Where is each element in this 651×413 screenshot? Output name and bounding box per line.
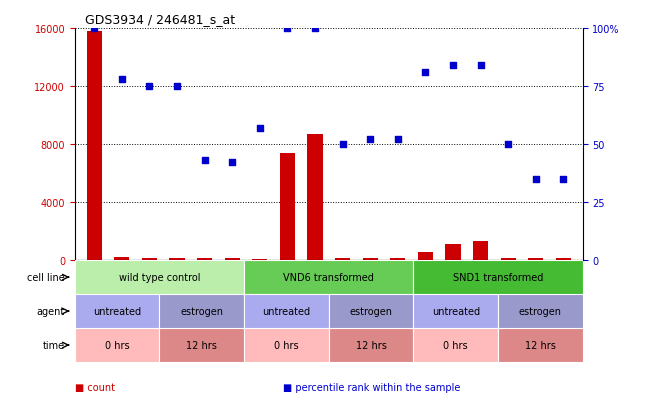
Text: 0 hrs: 0 hrs	[274, 340, 299, 350]
Bar	[528, 259, 544, 260]
Bar	[280, 153, 295, 260]
Text: SND1 transformed: SND1 transformed	[453, 273, 543, 282]
Point	[558, 176, 568, 183]
Point	[475, 63, 486, 69]
Bar	[159, 329, 244, 362]
Text: untreated: untreated	[262, 306, 311, 316]
Bar	[445, 244, 460, 260]
Bar	[307, 134, 322, 260]
Text: 12 hrs: 12 hrs	[525, 340, 556, 350]
Bar	[87, 32, 102, 260]
Bar	[335, 258, 350, 260]
Text: GDS3934 / 246481_s_at: GDS3934 / 246481_s_at	[85, 13, 235, 26]
Bar	[244, 329, 329, 362]
Bar	[473, 241, 488, 260]
Point	[117, 76, 127, 83]
Bar	[159, 295, 244, 328]
Text: ■ percentile rank within the sample: ■ percentile rank within the sample	[283, 382, 460, 392]
Text: cell line: cell line	[27, 273, 64, 282]
Bar	[413, 329, 498, 362]
Bar	[75, 261, 244, 294]
Bar	[498, 329, 583, 362]
Point	[89, 26, 100, 32]
Point	[255, 125, 265, 132]
Text: VND6 transformed: VND6 transformed	[283, 273, 374, 282]
Text: estrogen: estrogen	[350, 306, 393, 316]
Bar	[225, 259, 240, 260]
Bar	[501, 258, 516, 260]
Bar	[169, 258, 185, 260]
Text: time: time	[42, 340, 64, 350]
Text: agent: agent	[36, 306, 64, 316]
Point	[310, 26, 320, 32]
Bar	[413, 295, 498, 328]
Bar	[252, 259, 268, 260]
Text: 12 hrs: 12 hrs	[186, 340, 217, 350]
Bar	[329, 329, 413, 362]
Text: 0 hrs: 0 hrs	[443, 340, 468, 350]
Text: 0 hrs: 0 hrs	[105, 340, 130, 350]
Point	[227, 160, 238, 166]
Bar	[498, 295, 583, 328]
Bar	[75, 329, 159, 362]
Bar	[329, 295, 413, 328]
Point	[365, 137, 376, 143]
Point	[448, 63, 458, 69]
Point	[420, 69, 430, 76]
Bar	[197, 259, 212, 260]
Point	[199, 157, 210, 164]
Bar	[244, 295, 329, 328]
Bar	[413, 261, 583, 294]
Point	[172, 83, 182, 90]
Bar	[556, 259, 571, 260]
Point	[531, 176, 541, 183]
Bar	[418, 252, 433, 260]
Bar	[363, 258, 378, 260]
Point	[144, 83, 154, 90]
Point	[337, 141, 348, 148]
Bar	[142, 258, 157, 260]
Text: wild type control: wild type control	[118, 273, 201, 282]
Point	[282, 26, 292, 32]
Text: untreated: untreated	[432, 306, 480, 316]
Text: estrogen: estrogen	[519, 306, 562, 316]
Bar	[114, 257, 130, 260]
Text: 12 hrs: 12 hrs	[355, 340, 387, 350]
Text: ■ count: ■ count	[75, 382, 115, 392]
Bar	[75, 295, 159, 328]
Point	[503, 141, 514, 148]
Text: untreated: untreated	[93, 306, 141, 316]
Point	[393, 137, 403, 143]
Bar	[244, 261, 413, 294]
Text: estrogen: estrogen	[180, 306, 223, 316]
Bar	[390, 259, 406, 260]
